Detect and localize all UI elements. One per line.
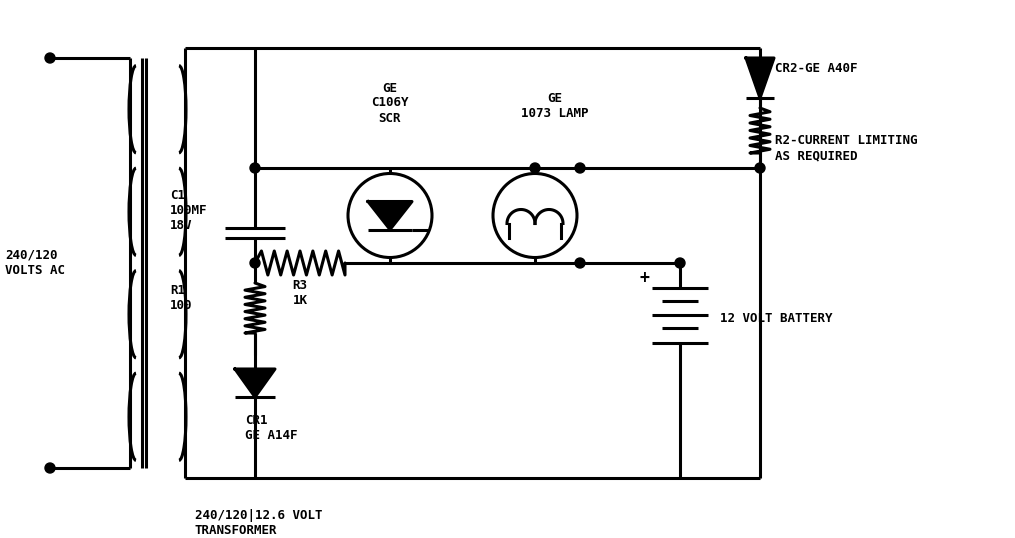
Text: R2-CURRENT LIMITING
AS REQUIRED: R2-CURRENT LIMITING AS REQUIRED: [775, 134, 918, 162]
Circle shape: [45, 463, 55, 473]
Circle shape: [250, 258, 260, 268]
Text: +: +: [640, 269, 650, 287]
Text: R1
100: R1 100: [170, 284, 193, 312]
Circle shape: [530, 163, 540, 173]
Text: 240/120
VOLTS AC: 240/120 VOLTS AC: [5, 249, 65, 277]
Text: 12 VOLT BATTERY: 12 VOLT BATTERY: [720, 312, 832, 324]
Polygon shape: [235, 369, 275, 397]
Text: CR2-GE A40F: CR2-GE A40F: [775, 61, 858, 74]
Circle shape: [576, 258, 585, 268]
Text: GE
1073 LAMP: GE 1073 LAMP: [522, 92, 589, 120]
Text: GE
C106Y
SCR: GE C106Y SCR: [371, 81, 409, 124]
Text: C1
100MF
18V: C1 100MF 18V: [170, 189, 207, 232]
Text: 240/120|12.6 VOLT
TRANSFORMER: 240/120|12.6 VOLT TRANSFORMER: [195, 509, 323, 537]
Circle shape: [576, 163, 585, 173]
Circle shape: [45, 53, 55, 63]
Circle shape: [675, 258, 685, 268]
Polygon shape: [368, 202, 412, 230]
Text: R3
1K: R3 1K: [292, 279, 308, 307]
Circle shape: [755, 163, 765, 173]
Polygon shape: [746, 58, 774, 98]
Circle shape: [250, 163, 260, 173]
Text: CR1
GE A14F: CR1 GE A14F: [245, 414, 297, 442]
